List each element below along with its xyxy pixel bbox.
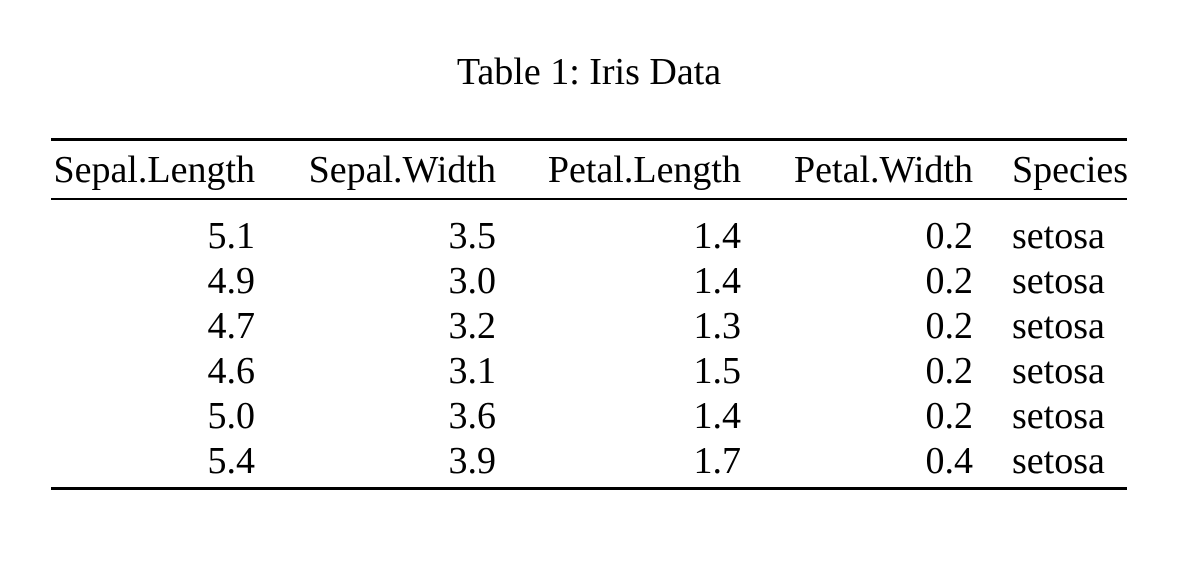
table-row: 5.4 3.9 1.7 0.4 setosa — [51, 438, 1127, 489]
cell-species: setosa — [1012, 214, 1105, 257]
cell-species: setosa — [1012, 394, 1105, 437]
table-row: 5.0 3.6 1.4 0.2 setosa — [51, 393, 1127, 438]
cell-petal-length: 1.4 — [693, 214, 742, 257]
cell-petal-width: 0.4 — [925, 439, 974, 482]
table-header: Sepal.Length Sepal.Width Petal.Length Pe… — [51, 139, 1128, 200]
cell-sepal-length: 4.7 — [207, 304, 256, 347]
cell-petal-width: 0.2 — [925, 349, 974, 392]
cell-sepal-width: 3.6 — [448, 394, 497, 437]
column-header-species: Species — [973, 139, 1128, 200]
table-row: 4.6 3.1 1.5 0.2 setosa — [51, 348, 1127, 393]
cell-petal-length: 1.4 — [693, 259, 742, 302]
table-body: 5.1 3.5 1.4 0.2 setosa 4.9 3.0 1.4 0.2 s… — [51, 199, 1127, 489]
cell-species: setosa — [1012, 439, 1105, 482]
table-row: 4.9 3.0 1.4 0.2 setosa — [51, 258, 1127, 303]
cell-sepal-length: 5.4 — [207, 439, 256, 482]
column-header-petal-length: Petal.Length — [496, 139, 741, 200]
table-row: 5.1 3.5 1.4 0.2 setosa — [51, 199, 1127, 258]
cell-sepal-width: 3.5 — [448, 214, 497, 257]
cell-petal-length: 1.5 — [693, 349, 742, 392]
cell-sepal-width: 3.2 — [448, 304, 497, 347]
cell-sepal-length: 4.9 — [207, 259, 256, 302]
cell-petal-width: 0.2 — [925, 259, 974, 302]
cell-sepal-width: 3.1 — [448, 349, 497, 392]
cell-sepal-length: 4.6 — [207, 349, 256, 392]
cell-species: setosa — [1012, 349, 1105, 392]
header-row: Sepal.Length Sepal.Width Petal.Length Pe… — [51, 139, 1128, 200]
column-header-sepal-length: Sepal.Length — [51, 139, 255, 200]
cell-sepal-width: 3.9 — [448, 439, 497, 482]
column-header-sepal-width: Sepal.Width — [255, 139, 496, 200]
table-row: 4.7 3.2 1.3 0.2 setosa — [51, 303, 1127, 348]
cell-petal-width: 0.2 — [925, 304, 974, 347]
cell-sepal-length: 5.1 — [207, 214, 256, 257]
cell-sepal-length: 5.0 — [207, 394, 256, 437]
cell-petal-width: 0.2 — [925, 214, 974, 257]
cell-sepal-width: 3.0 — [448, 259, 497, 302]
cell-petal-width: 0.2 — [925, 394, 974, 437]
cell-species: setosa — [1012, 259, 1105, 302]
cell-species: setosa — [1012, 304, 1105, 347]
cell-petal-length: 1.7 — [693, 439, 742, 482]
cell-petal-length: 1.3 — [693, 304, 742, 347]
column-header-petal-width: Petal.Width — [741, 139, 973, 200]
table-caption: Table 1: Iris Data — [456, 51, 722, 93]
cell-petal-length: 1.4 — [693, 394, 742, 437]
iris-data-table: Sepal.Length Sepal.Width Petal.Length Pe… — [51, 138, 1128, 490]
